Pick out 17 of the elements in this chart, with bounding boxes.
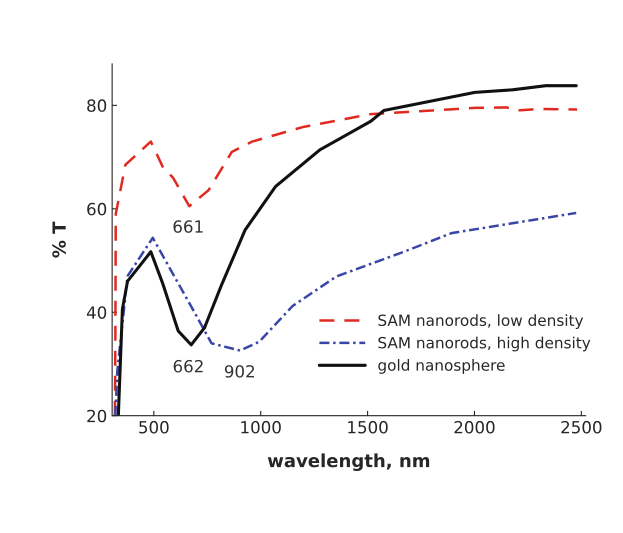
annotation: 661 — [173, 220, 203, 233]
y-tick-label: 40 — [86, 306, 106, 319]
y-tick-label: 60 — [87, 202, 106, 216]
x-tick-label: 2500 — [561, 420, 602, 434]
annotation: 902 — [224, 365, 254, 378]
legend-label: SAM nanorods, low density — [378, 314, 584, 329]
x-tick-label: 1000 — [241, 420, 281, 434]
x-axis-title: wavelength, nm — [268, 453, 430, 472]
x-tick-label: 1500 — [348, 420, 388, 434]
x-tick-label: 500 — [139, 420, 169, 434]
x-tick-label: 2000 — [454, 420, 495, 434]
y-tick-label: 20 — [87, 410, 106, 422]
y-axis-title: % T — [52, 222, 66, 258]
annotation: 662 — [174, 360, 203, 372]
legend-label: SAM nanorods, high density — [378, 336, 590, 352]
y-tick-label: 80 — [87, 99, 106, 112]
legend-label: gold nanosphere — [378, 359, 505, 374]
